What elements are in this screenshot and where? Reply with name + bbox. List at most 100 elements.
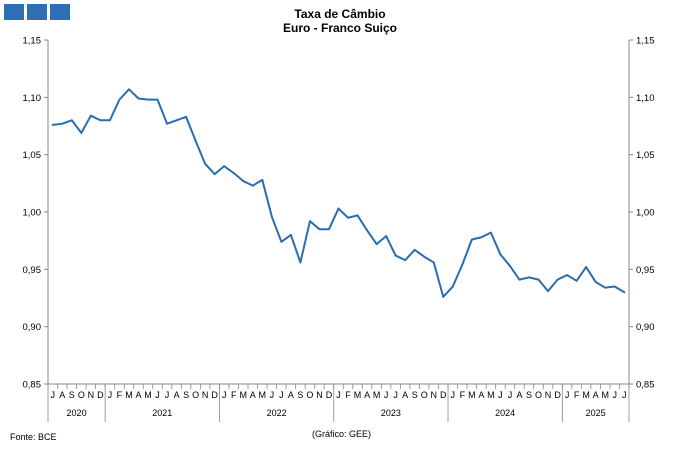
x-month-label: M xyxy=(468,390,476,400)
x-month-label: O xyxy=(306,390,313,400)
y-tick-label-right: 1,15 xyxy=(636,36,655,47)
x-year-label: 2025 xyxy=(586,408,606,418)
x-month-label: S xyxy=(69,390,75,400)
x-month-label: O xyxy=(78,390,85,400)
data-point xyxy=(118,98,121,101)
x-month-label: J xyxy=(451,390,456,400)
data-point xyxy=(309,220,311,223)
chart-axes: 0,85 0,85 0,90 0,90 0,95 0,95 1,00 1,00 1,05 1,05… xyxy=(23,36,655,391)
data-point xyxy=(204,162,207,165)
data-point xyxy=(328,228,330,231)
y-tick-label-left: 0,90 xyxy=(23,322,42,333)
data-point xyxy=(232,172,235,174)
x-month-label: O xyxy=(192,390,199,400)
data-point xyxy=(251,184,254,187)
x-month-label: M xyxy=(487,390,495,400)
data-point xyxy=(499,253,502,256)
x-year-label: 2024 xyxy=(495,408,515,418)
x-month-label: M xyxy=(601,390,609,400)
x-month-label: N xyxy=(316,390,323,400)
y-tick-label-left: 1,15 xyxy=(23,36,42,47)
data-point xyxy=(337,207,340,210)
data-point xyxy=(299,261,302,264)
logo-square-icon xyxy=(27,4,47,20)
data-point xyxy=(223,165,226,168)
x-month-label: J xyxy=(165,390,170,400)
x-year-label: 2023 xyxy=(381,408,401,418)
data-point xyxy=(128,88,130,91)
data-point xyxy=(528,276,530,279)
logo-square-icon xyxy=(50,4,70,20)
data-point xyxy=(566,274,568,276)
data-point xyxy=(489,231,492,234)
x-month-label: N xyxy=(545,390,552,400)
data-point xyxy=(109,119,111,122)
x-month-label: D xyxy=(326,390,333,400)
x-year-label: 2022 xyxy=(267,408,287,418)
data-point xyxy=(280,240,283,243)
x-month-label: J xyxy=(508,390,513,400)
x-month-label: J xyxy=(393,390,398,400)
x-month-label: F xyxy=(345,390,351,400)
data-point xyxy=(394,254,397,257)
data-point xyxy=(70,119,73,122)
data-point xyxy=(537,278,540,281)
logo xyxy=(4,4,70,20)
data-point xyxy=(156,98,159,101)
x-month-label: J xyxy=(622,390,627,400)
data-point xyxy=(270,215,273,218)
x-month-label: A xyxy=(364,390,370,400)
data-point xyxy=(347,216,349,219)
x-month-label: J xyxy=(51,390,56,400)
data-point xyxy=(575,279,578,282)
data-point xyxy=(623,291,626,294)
x-month-label: J xyxy=(384,390,389,400)
data-point xyxy=(461,263,464,266)
data-point xyxy=(213,173,216,176)
x-month-label: N xyxy=(430,390,437,400)
x-month-label: D xyxy=(554,390,561,400)
data-point xyxy=(261,178,264,181)
x-month-label: D xyxy=(440,390,447,400)
x-month-label: A xyxy=(250,390,256,400)
y-tick-label-right: 1,05 xyxy=(636,150,655,161)
x-month-label: F xyxy=(117,390,123,400)
x-month-label: A xyxy=(288,390,294,400)
x-month-label: N xyxy=(202,390,209,400)
data-point xyxy=(175,119,178,122)
data-point xyxy=(509,264,511,267)
x-month-label: M xyxy=(125,390,133,400)
x-month-label: S xyxy=(183,390,189,400)
x-month-label: M xyxy=(582,390,590,400)
source-note: Fonte: BCE xyxy=(10,432,57,442)
data-point xyxy=(61,122,64,125)
chart-credit: (Gráfico: GEE) xyxy=(312,429,372,439)
x-month-label: M xyxy=(144,390,152,400)
data-point xyxy=(442,295,445,298)
data-point xyxy=(289,234,292,236)
x-month-label: J xyxy=(279,390,284,400)
data-point xyxy=(242,180,245,182)
x-month-label: J xyxy=(336,390,341,400)
data-point xyxy=(413,248,416,251)
x-month-label: S xyxy=(297,390,303,400)
y-tick-label-left: 1,05 xyxy=(23,150,42,161)
x-month-label: O xyxy=(535,390,542,400)
x-month-label: F xyxy=(574,390,580,400)
y-tick-label-right: 1,00 xyxy=(636,208,655,219)
x-month-label: J xyxy=(270,390,275,400)
x-year-label: 2020 xyxy=(67,408,87,418)
data-point xyxy=(385,235,388,237)
y-tick-label-right: 1,10 xyxy=(636,93,655,104)
x-month-label: M xyxy=(259,390,267,400)
data-point xyxy=(585,266,588,268)
x-month-label: S xyxy=(412,390,418,400)
x-month-label: A xyxy=(593,390,599,400)
x-month-label: M xyxy=(373,390,381,400)
x-month-label: A xyxy=(135,390,141,400)
x-month-label: J xyxy=(155,390,160,400)
x-month-label: N xyxy=(88,390,95,400)
data-point xyxy=(185,115,188,118)
x-month-label: S xyxy=(526,390,532,400)
y-tick-label-right: 0,95 xyxy=(636,265,655,276)
